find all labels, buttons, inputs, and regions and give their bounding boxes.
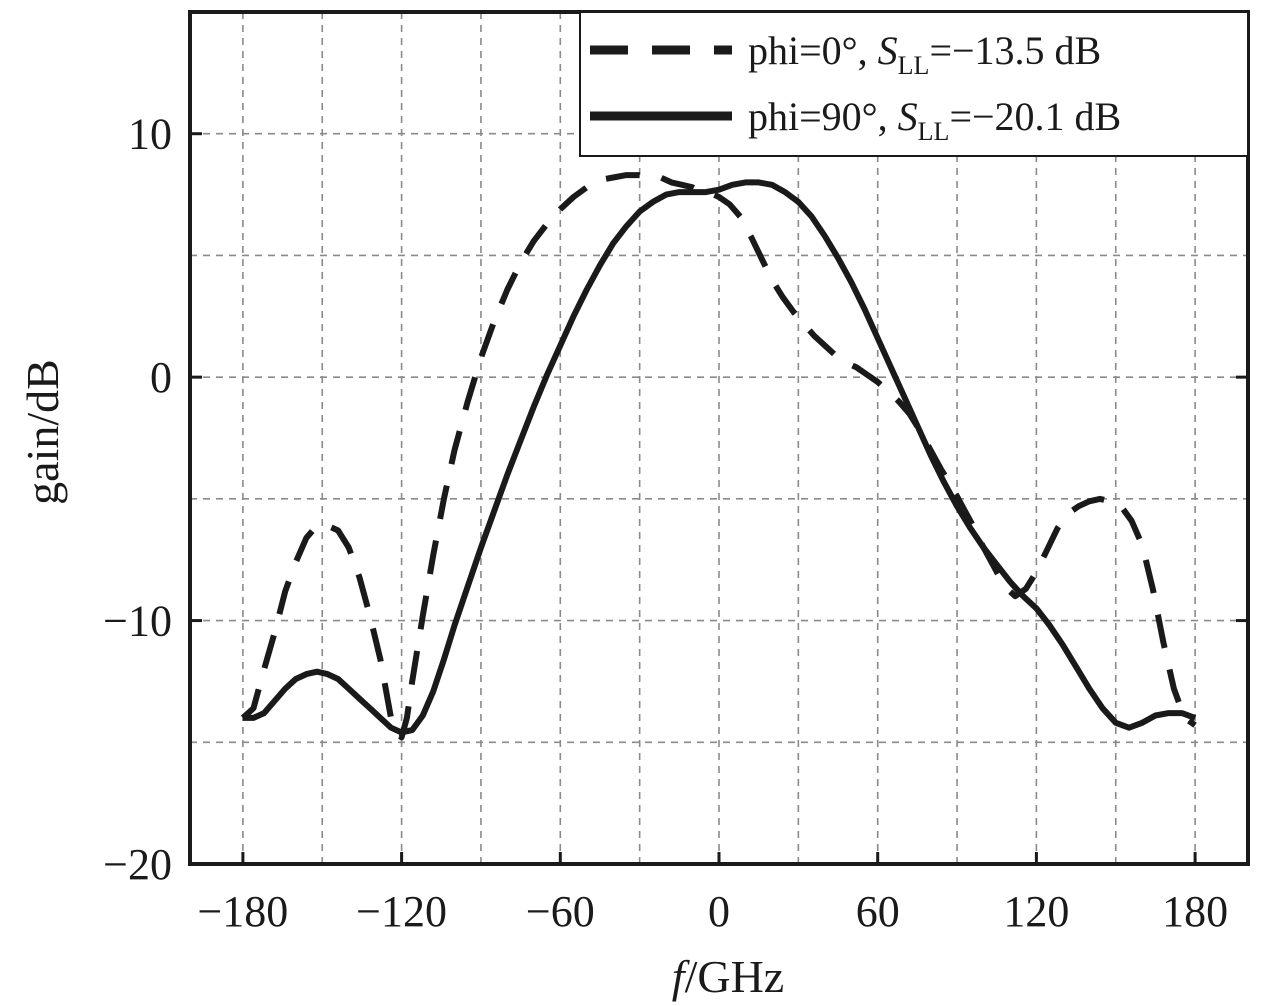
legend-label-prefix: phi=90°, (748, 94, 898, 139)
legend-label-symbol: S (898, 94, 918, 139)
y-tick-label: −10 (103, 597, 172, 646)
x-tick-label: 180 (1162, 887, 1228, 936)
x-tick-label: 0 (708, 887, 730, 936)
legend-label-subscript: LL (918, 117, 950, 146)
legend-label-symbol: S (878, 28, 898, 73)
y-tick-label: 10 (128, 110, 172, 159)
legend-label-1: phi=0°, SLL=−13.5 dB (748, 28, 1101, 80)
legend-label-suffix: =−20.1 dB (949, 94, 1121, 139)
y-tick-label: −20 (103, 840, 172, 889)
x-tick-label: −60 (526, 887, 595, 936)
legend-label-prefix: phi=0°, (748, 28, 878, 73)
legend-box (579, 11, 1249, 157)
series-group (240, 172, 1197, 741)
y-axis-label: gain/dB (17, 359, 68, 505)
x-axis-label: f/GHz (672, 951, 784, 1002)
x-tick-label: 60 (856, 887, 900, 936)
x-tick-label: −180 (197, 887, 288, 936)
x-tick-label: 120 (1003, 887, 1069, 936)
legend-label-subscript: LL (898, 51, 930, 80)
x-axis-label-unit: /GHz (685, 951, 785, 1002)
legend-label-2: phi=90°, SLL=−20.1 dB (748, 94, 1121, 146)
series-line-1 (240, 172, 1197, 741)
legend-label-suffix: =−13.5 dB (929, 28, 1101, 73)
series-line-2 (242, 179, 1197, 736)
ticks: −180 −120 −60 0 60 120 180 −20 −10 0 10 (103, 110, 1248, 936)
x-tick-label: −120 (356, 887, 447, 936)
y-tick-label: 0 (150, 353, 172, 402)
